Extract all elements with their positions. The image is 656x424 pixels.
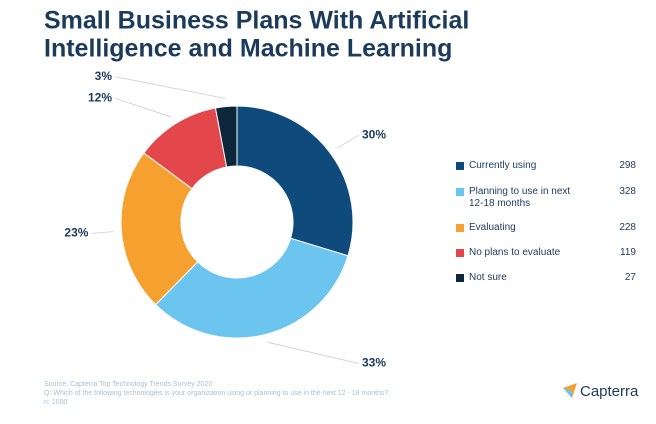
source: Source: Capterra Top Technology Trends S… xyxy=(44,381,212,388)
slice-label: 12% xyxy=(88,90,112,104)
legend-label: Evaluating xyxy=(469,222,516,233)
source: n: 1000 xyxy=(44,399,67,406)
chart-title: Small Business Plans With Artificial xyxy=(44,7,469,35)
slice xyxy=(120,152,199,306)
source: Q: Which of the following technologies i… xyxy=(44,390,388,397)
legend-swatch xyxy=(456,249,464,257)
legend-count: 298 xyxy=(619,160,636,171)
leader-line xyxy=(114,76,226,99)
leader-line xyxy=(114,97,172,118)
leader-line xyxy=(267,341,360,364)
logo-icon xyxy=(563,388,572,398)
legend-label: Not sure xyxy=(469,272,507,283)
slice-label: 23% xyxy=(64,226,88,240)
legend-swatch xyxy=(456,162,464,170)
slice-label: 30% xyxy=(362,127,386,141)
slice-label: 3% xyxy=(95,69,113,83)
legend-count: 228 xyxy=(619,222,636,233)
slice xyxy=(214,105,238,168)
leader-line xyxy=(91,231,114,234)
legend-swatch xyxy=(456,224,464,232)
legend-label: Currently using xyxy=(469,160,537,171)
legend-swatch xyxy=(456,188,464,196)
slice-label: 33% xyxy=(362,356,386,370)
legend-count: 328 xyxy=(619,186,636,197)
slice xyxy=(236,105,354,257)
slice xyxy=(154,237,349,339)
legend-swatch xyxy=(456,274,464,282)
leader-line xyxy=(336,134,360,149)
chart-title: Intelligence and Machine Learning xyxy=(44,35,452,63)
legend-label: Planning to use in next 12-18 months xyxy=(469,186,571,209)
legend-label: No plans to evaluate xyxy=(469,247,561,258)
logo: Capterra xyxy=(580,383,639,400)
legend-count: 119 xyxy=(620,247,636,258)
legend-count: 27 xyxy=(624,272,636,283)
